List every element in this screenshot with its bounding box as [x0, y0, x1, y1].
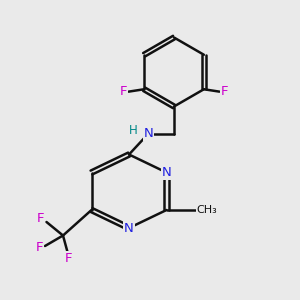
Text: CH₃: CH₃: [196, 205, 218, 215]
Text: H: H: [129, 124, 138, 137]
Text: F: F: [119, 85, 127, 98]
Text: F: F: [36, 241, 44, 254]
Text: F: F: [221, 85, 229, 98]
Text: F: F: [65, 252, 73, 265]
Text: F: F: [37, 212, 44, 226]
Text: N: N: [144, 127, 153, 140]
Text: N: N: [162, 166, 171, 179]
Text: N: N: [124, 221, 134, 235]
